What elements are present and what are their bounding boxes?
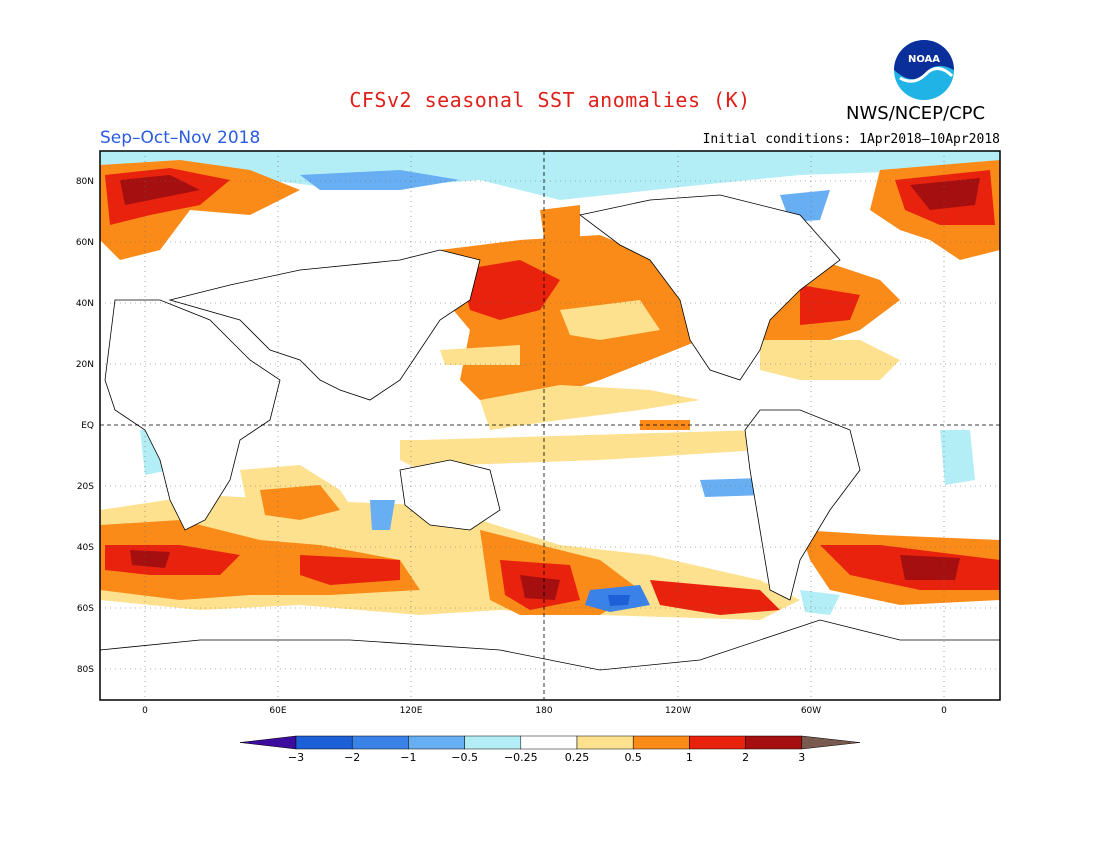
colorbar-segment bbox=[745, 735, 803, 750]
lat-tick-label: 60N bbox=[76, 238, 94, 248]
colorbar-tick-label: −0.5 bbox=[451, 751, 478, 764]
colorbar-tick-label: −2 bbox=[344, 751, 361, 764]
map-title: CFSv2 seasonal SST anomalies (K) bbox=[349, 88, 751, 112]
lon-tick-label: 180 bbox=[535, 706, 552, 716]
colorbar-tick-label: 2 bbox=[742, 751, 750, 764]
colorbar-tick-label: 1 bbox=[685, 751, 693, 764]
colorbar-segment bbox=[351, 735, 409, 750]
noaa-logo-icon: NOAA bbox=[894, 40, 954, 100]
lon-tick-label: 120W bbox=[665, 706, 691, 716]
latitude-tick-labels: 80N 60N 40N 20N EQ 20S 40S 60S 80S bbox=[76, 177, 94, 675]
lat-tick-label: 20S bbox=[77, 482, 94, 492]
colorbar-segment bbox=[408, 735, 465, 750]
colorbar-segment bbox=[464, 735, 522, 750]
colorbar-tick-label: 3 bbox=[798, 751, 806, 764]
logo-text: NOAA bbox=[908, 54, 940, 65]
initial-conditions-label: Initial conditions: 1Apr2018–10Apr2018 bbox=[702, 132, 1000, 147]
colorbar-segment bbox=[632, 735, 690, 750]
colorbar-segment bbox=[520, 735, 578, 750]
lon-tick-label: 60E bbox=[269, 706, 286, 716]
lat-tick-label: 60S bbox=[77, 604, 94, 614]
lon-tick-label: 0 bbox=[941, 706, 947, 716]
colorbar-segment bbox=[576, 735, 634, 750]
lon-tick-label: 120E bbox=[400, 706, 423, 716]
lat-tick-label: 80S bbox=[77, 665, 94, 675]
longitude-tick-labels: 0 60E 120E 180 120W 60W 0 bbox=[142, 706, 947, 716]
colorbar-tick-label: −3 bbox=[287, 751, 305, 764]
colorbar-tick-label: −1 bbox=[400, 751, 417, 764]
lon-tick-label: 60W bbox=[801, 706, 821, 716]
lon-tick-label: 0 bbox=[142, 706, 148, 716]
lat-tick-label: 40N bbox=[76, 299, 94, 309]
lat-tick-label: 80N bbox=[76, 177, 94, 187]
lat-tick-label: 40S bbox=[77, 543, 94, 553]
agency-label: NWS/NCEP/CPC bbox=[846, 103, 986, 124]
colorbar bbox=[239, 735, 861, 750]
colorbar-tick-label: 0.25 bbox=[564, 751, 590, 764]
continents bbox=[99, 194, 1001, 701]
map-frame bbox=[99, 150, 1001, 701]
lat-tick-label: EQ bbox=[81, 421, 94, 431]
colorbar-tick-label: 0.5 bbox=[624, 751, 642, 764]
lat-tick-label: 20N bbox=[76, 360, 94, 370]
colorbar-segment bbox=[689, 735, 746, 750]
colorbar-segment bbox=[801, 735, 861, 750]
colorbar-tick-label: −0.25 bbox=[503, 751, 538, 764]
colorbar-segment bbox=[295, 735, 353, 750]
anomaly-field bbox=[100, 151, 1000, 620]
graticule bbox=[100, 151, 1000, 700]
colorbar-segment bbox=[239, 735, 297, 750]
season-label: Sep–Oct–Nov 2018 bbox=[100, 128, 261, 148]
